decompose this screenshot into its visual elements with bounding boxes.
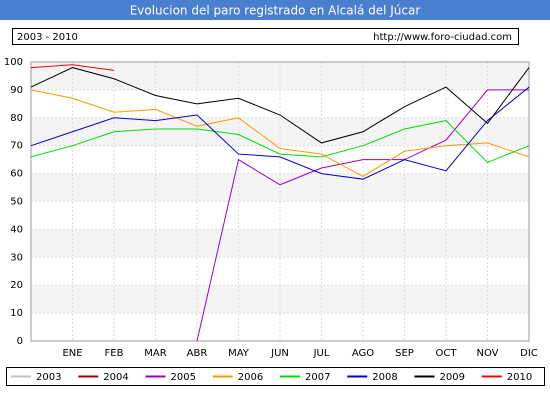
- plot-frame: [30, 61, 530, 342]
- series-line: [30, 67, 530, 144]
- x-tick-label: FEB: [105, 348, 124, 359]
- legend-label: 2005: [171, 372, 196, 383]
- x-tick-label: JUN: [270, 348, 289, 359]
- legend-label: 2007: [305, 372, 330, 383]
- title-bar: [0, 0, 550, 20]
- x-tick-label: SEP: [395, 348, 414, 359]
- y-tick-label: 40: [10, 224, 23, 235]
- y-tick-label: 20: [10, 280, 23, 291]
- y-tick-label: 30: [10, 252, 23, 263]
- series-line: [30, 89, 530, 177]
- y-tick-label: 0: [17, 336, 23, 347]
- x-tick-label: DIC: [520, 348, 538, 359]
- y-tick-label: 100: [4, 57, 23, 68]
- x-tick-label: ABR: [187, 348, 208, 359]
- chart-title: Evolucion del paro registrado en Alcalá …: [130, 4, 421, 18]
- series-line: [196, 89, 529, 342]
- series-line: [30, 64, 115, 71]
- x-tick-label: NOV: [476, 348, 498, 359]
- legend-label: 2009: [440, 372, 465, 383]
- x-tick-label: MAY: [228, 348, 250, 359]
- legend-label: 2003: [36, 372, 61, 383]
- legend-label: 2008: [372, 372, 397, 383]
- legend-box: [6, 367, 545, 386]
- y-tick-label: 90: [10, 85, 23, 96]
- series-line: [30, 120, 530, 164]
- y-tick-label: 70: [10, 141, 23, 152]
- legend-label: 2004: [103, 372, 128, 383]
- x-tick-label: MAR: [144, 348, 166, 359]
- x-tick-label: ENE: [62, 348, 82, 359]
- legend-label: 2006: [238, 372, 263, 383]
- period: 2003 - 2010: [17, 32, 78, 43]
- x-tick-label: AGO: [352, 348, 374, 359]
- y-tick-label: 10: [10, 308, 23, 319]
- y-tick-label: 50: [10, 197, 23, 208]
- series-line: [30, 86, 530, 180]
- x-tick-label: JUL: [313, 348, 330, 359]
- header-box: [12, 28, 519, 45]
- y-tick-label: 80: [10, 113, 23, 124]
- source: http://www.foro-ciudad.com: [373, 32, 512, 43]
- y-tick-label: 60: [10, 169, 23, 180]
- x-tick-label: OCT: [436, 348, 458, 359]
- legend-label: 2010: [507, 372, 532, 383]
